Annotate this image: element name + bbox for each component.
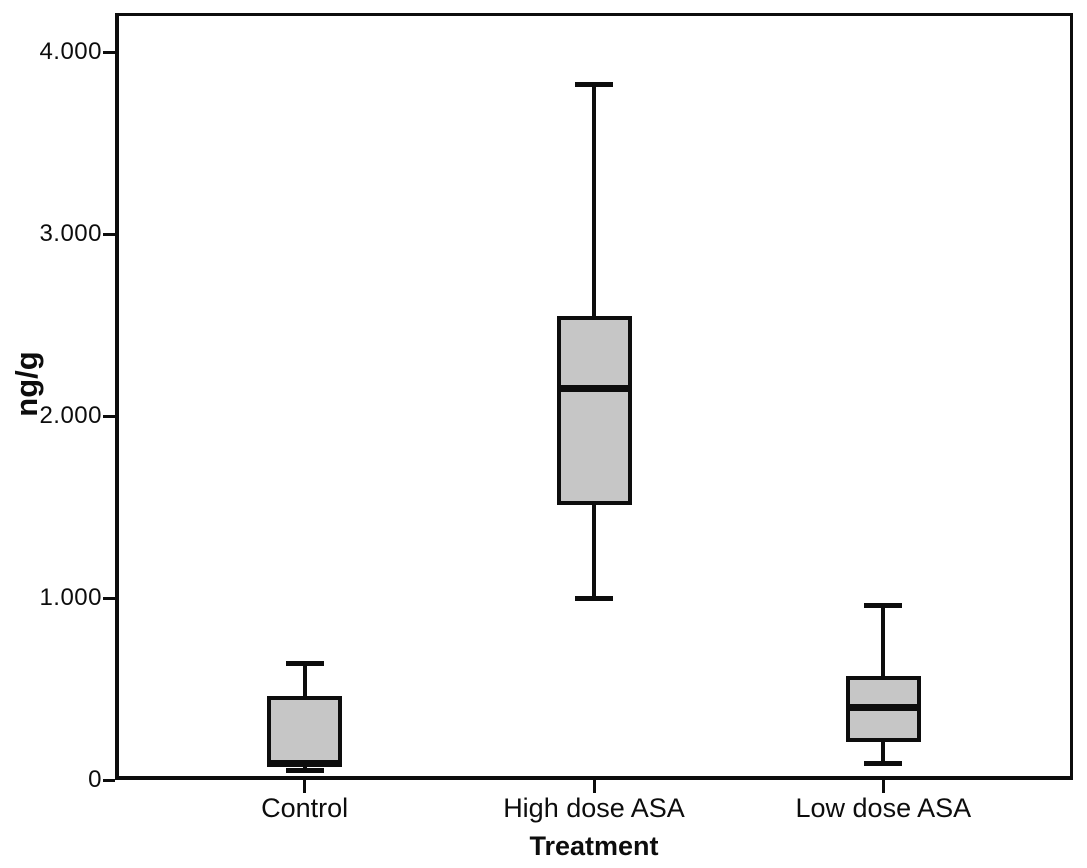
y-axis-tick — [103, 414, 115, 418]
y-tick-label: 3.000 — [39, 220, 102, 247]
x-category-label: Control — [261, 793, 349, 823]
lower-whisker-high-dose-asa — [592, 505, 596, 598]
lower-whisker-control — [302, 765, 307, 771]
median-low-dose-asa — [845, 703, 921, 711]
x-axis-label: Treatment — [529, 831, 659, 861]
y-tick-label: 4.000 — [39, 38, 102, 65]
box-control — [267, 696, 343, 766]
median-high-dose-asa — [556, 385, 632, 393]
x-axis-tick — [592, 780, 596, 793]
upper-whisker-low-dose-asa — [881, 605, 886, 677]
upper-whisker-control — [302, 663, 307, 697]
y-axis-tick — [103, 778, 115, 782]
x-axis-tick — [303, 780, 307, 793]
median-control — [267, 760, 343, 768]
upper-whisker-cap-low-dose-asa — [864, 602, 903, 608]
y-tick-label: 2.000 — [39, 402, 102, 429]
x-category-label: Low dose ASA — [795, 793, 972, 823]
x-axis-tick — [881, 780, 885, 793]
y-axis-tick — [103, 596, 115, 600]
lower-whisker-cap-low-dose-asa — [864, 761, 903, 767]
upper-whisker-cap-high-dose-asa — [575, 82, 613, 88]
lower-whisker-cap-high-dose-asa — [575, 595, 613, 601]
lower-whisker-low-dose-asa — [881, 741, 886, 764]
y-axis-tick — [103, 232, 115, 236]
y-tick-label: 0 — [88, 766, 102, 793]
lower-whisker-cap-control — [285, 768, 324, 774]
y-tick-label: 1.000 — [39, 584, 102, 611]
box-high-dose-asa — [556, 315, 632, 506]
upper-whisker-cap-control — [285, 661, 324, 667]
x-category-label: High dose ASA — [503, 793, 685, 823]
upper-whisker-high-dose-asa — [592, 84, 596, 316]
y-axis-tick — [103, 50, 115, 54]
